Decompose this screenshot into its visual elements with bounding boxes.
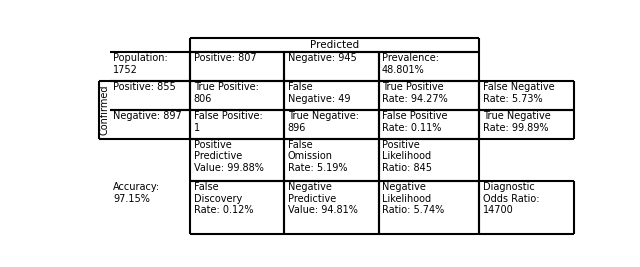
- Text: Negative: 945: Negative: 945: [288, 53, 356, 63]
- Text: Predicted: Predicted: [310, 40, 359, 50]
- Text: True Negative:
896: True Negative: 896: [288, 111, 359, 133]
- Text: False Positive
Rate: 0.11%: False Positive Rate: 0.11%: [382, 111, 447, 133]
- Text: False Positive:
1: False Positive: 1: [194, 111, 262, 133]
- Text: Confirmed: Confirmed: [99, 85, 109, 135]
- Text: False
Negative: 49: False Negative: 49: [288, 82, 350, 104]
- Text: Diagnostic
Odds Ratio:
14700: Diagnostic Odds Ratio: 14700: [483, 182, 540, 215]
- Text: Positive
Likelihood
Ratio: 845: Positive Likelihood Ratio: 845: [382, 140, 432, 173]
- Text: Positive: 855: Positive: 855: [113, 82, 176, 92]
- Text: Negative
Likelihood
Ratio: 5.74%: Negative Likelihood Ratio: 5.74%: [382, 182, 444, 215]
- Text: True Positive:
806: True Positive: 806: [194, 82, 259, 104]
- Text: Accuracy:
97.15%: Accuracy: 97.15%: [113, 182, 161, 204]
- Text: Negative
Predictive
Value: 94.81%: Negative Predictive Value: 94.81%: [288, 182, 358, 215]
- Text: True Negative
Rate: 99.89%: True Negative Rate: 99.89%: [483, 111, 550, 133]
- Text: Prevalence:
48.801%: Prevalence: 48.801%: [382, 53, 439, 75]
- Text: Population:
1752: Population: 1752: [113, 53, 168, 75]
- Text: True Positive
Rate: 94.27%: True Positive Rate: 94.27%: [382, 82, 448, 104]
- Text: Negative: 897: Negative: 897: [113, 111, 182, 121]
- Text: Positive
Predictive
Value: 99.88%: Positive Predictive Value: 99.88%: [194, 140, 264, 173]
- Text: False Negative
Rate: 5.73%: False Negative Rate: 5.73%: [483, 82, 554, 104]
- Text: Positive: 807: Positive: 807: [194, 53, 256, 63]
- Text: False
Discovery
Rate: 0.12%: False Discovery Rate: 0.12%: [194, 182, 253, 215]
- Text: False
Omission
Rate: 5.19%: False Omission Rate: 5.19%: [288, 140, 348, 173]
